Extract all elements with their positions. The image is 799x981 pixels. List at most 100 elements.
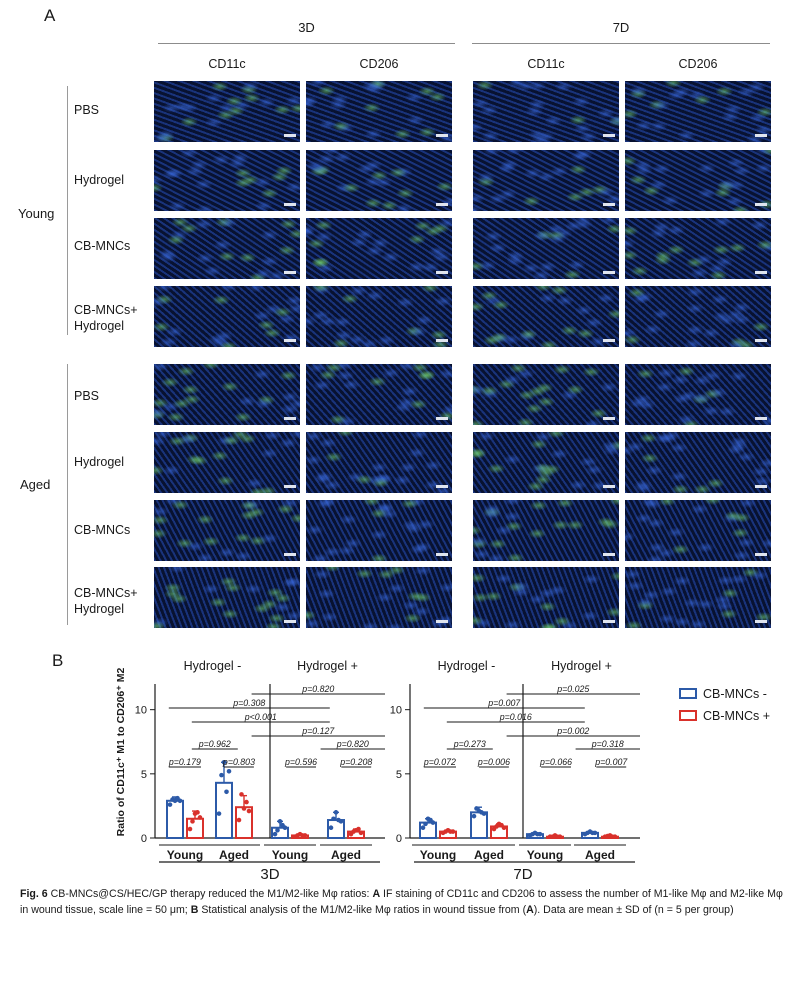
data-point (177, 798, 183, 804)
legend-swatch-minus (679, 688, 697, 699)
group-young-bracket (67, 86, 68, 335)
scale-bar (603, 339, 615, 342)
if-micrograph (625, 500, 771, 561)
column-header-cd206-7d: CD206 (678, 57, 718, 71)
scale-bar (284, 203, 296, 206)
p-value-label: p=0.007 (594, 757, 628, 767)
scale-bar (284, 271, 296, 274)
data-point (236, 817, 242, 823)
p-value-label: p=0.127 (301, 726, 335, 736)
if-micrograph (154, 286, 300, 347)
caption-line1: CB-MNCs@CS/HEC/GP therapy reduced the M1… (50, 888, 370, 900)
data-point (190, 819, 195, 824)
data-point (272, 831, 278, 837)
if-micrograph (154, 567, 300, 628)
y-tick-label: 5 (396, 769, 402, 781)
timepoint-7d-rule (472, 43, 770, 44)
data-point (221, 759, 227, 765)
scale-bar (284, 339, 296, 342)
y-axis-label: Ratio of CD11c⁺ M1 to CD206⁺ M2 (115, 668, 127, 837)
p-value-label: p=0.803 (222, 757, 255, 767)
caption-b-letter: B (190, 904, 199, 916)
scale-bar (755, 134, 767, 137)
bar (419, 821, 437, 839)
p-value-label: p<0.001 (244, 712, 277, 722)
data-point (216, 811, 222, 816)
p-value-label: p=0.025 (556, 684, 589, 694)
row-label-aged-hydrogel: Hydrogel (74, 455, 125, 469)
if-micrograph (473, 286, 619, 347)
data-point (328, 825, 334, 831)
scale-bar (284, 620, 296, 623)
scale-bar (436, 485, 448, 488)
if-micrograph (154, 81, 300, 142)
caption-fig-label: Fig. 6 (20, 888, 48, 900)
data-point (356, 826, 361, 832)
data-point (244, 799, 249, 805)
p-value-label: p=0.208 (339, 757, 372, 767)
scale-bar (755, 339, 767, 342)
scale-bar (755, 553, 767, 556)
timepoint-header-3d: 3D (298, 20, 315, 35)
legend-label-plus: CB-MNCs + (703, 709, 770, 723)
x-tick-label: Aged (585, 848, 615, 862)
scale-bar (603, 271, 615, 274)
data-point (224, 789, 229, 795)
scale-bar (603, 203, 615, 206)
data-point (187, 826, 193, 832)
scale-bar (284, 553, 296, 556)
row-label-aged-pbs: PBS (74, 389, 100, 403)
p-value-label: p=0.308 (232, 698, 265, 708)
data-point (450, 829, 456, 834)
caption-b-ref: A (526, 904, 534, 916)
timepoint-header-7d: 7D (612, 20, 630, 35)
if-micrograph (154, 218, 300, 279)
if-micrograph (306, 286, 452, 347)
scale-bar (755, 485, 767, 488)
x-tick-label: Aged (474, 848, 504, 862)
section-label: Hydrogel - (184, 659, 242, 673)
data-point (219, 772, 224, 778)
data-point (277, 819, 283, 824)
bar-chart-figure: Ratio of CD11c⁺ M1 to CD206⁺ M2 0 5 10 Hydr… (115, 659, 770, 882)
scale-bar (436, 417, 448, 420)
p-value-label: p=0.007 (487, 698, 521, 708)
data-point (246, 808, 252, 814)
p-value-label: p=0.072 (423, 757, 456, 767)
x-tick-label: Young (527, 848, 563, 862)
p-value-label: p=0.006 (477, 757, 510, 767)
scale-bar (436, 339, 448, 342)
y-tick-label: 0 (396, 833, 402, 845)
y-tick-label: 5 (141, 769, 147, 781)
p-value-label: p=0.962 (198, 739, 231, 749)
timepoint-3d-rule (158, 43, 455, 44)
chart-title: 7D (513, 866, 532, 882)
column-header-cd11c-3d: CD11c (208, 57, 246, 71)
p-value-label: p=0.318 (591, 739, 624, 749)
scale-bar (436, 271, 448, 274)
data-point (612, 834, 618, 840)
data-point (226, 768, 232, 774)
p-value-label: p=0.002 (556, 726, 589, 736)
if-micrograph (306, 364, 452, 425)
scale-bar (603, 134, 615, 137)
p-value-label: p=0.016 (499, 712, 532, 722)
chart-7d: 0 5 10 Hydrogel - Hydrogel + Young Aged Young Ag… (390, 659, 640, 882)
data-point (471, 813, 477, 819)
if-micrograph (473, 150, 619, 211)
y-tick-label: 10 (135, 705, 147, 717)
data-point (592, 830, 598, 836)
group-aged-bracket (67, 364, 68, 625)
if-micrograph (306, 500, 452, 561)
p-value-label: p=0.596 (284, 757, 317, 767)
x-tick-label: Young (167, 848, 203, 862)
data-point (358, 830, 364, 836)
if-micrograph (154, 150, 300, 211)
data-point (282, 825, 288, 831)
data-point (420, 825, 426, 831)
column-header-cd11c-7d: CD11c (527, 57, 565, 71)
caption-b-text: Statistical analysis of the M1/M2-like M… (201, 904, 527, 916)
if-micrograph (473, 567, 619, 628)
if-micrograph (473, 218, 619, 279)
y-tick-label: 10 (390, 705, 402, 717)
